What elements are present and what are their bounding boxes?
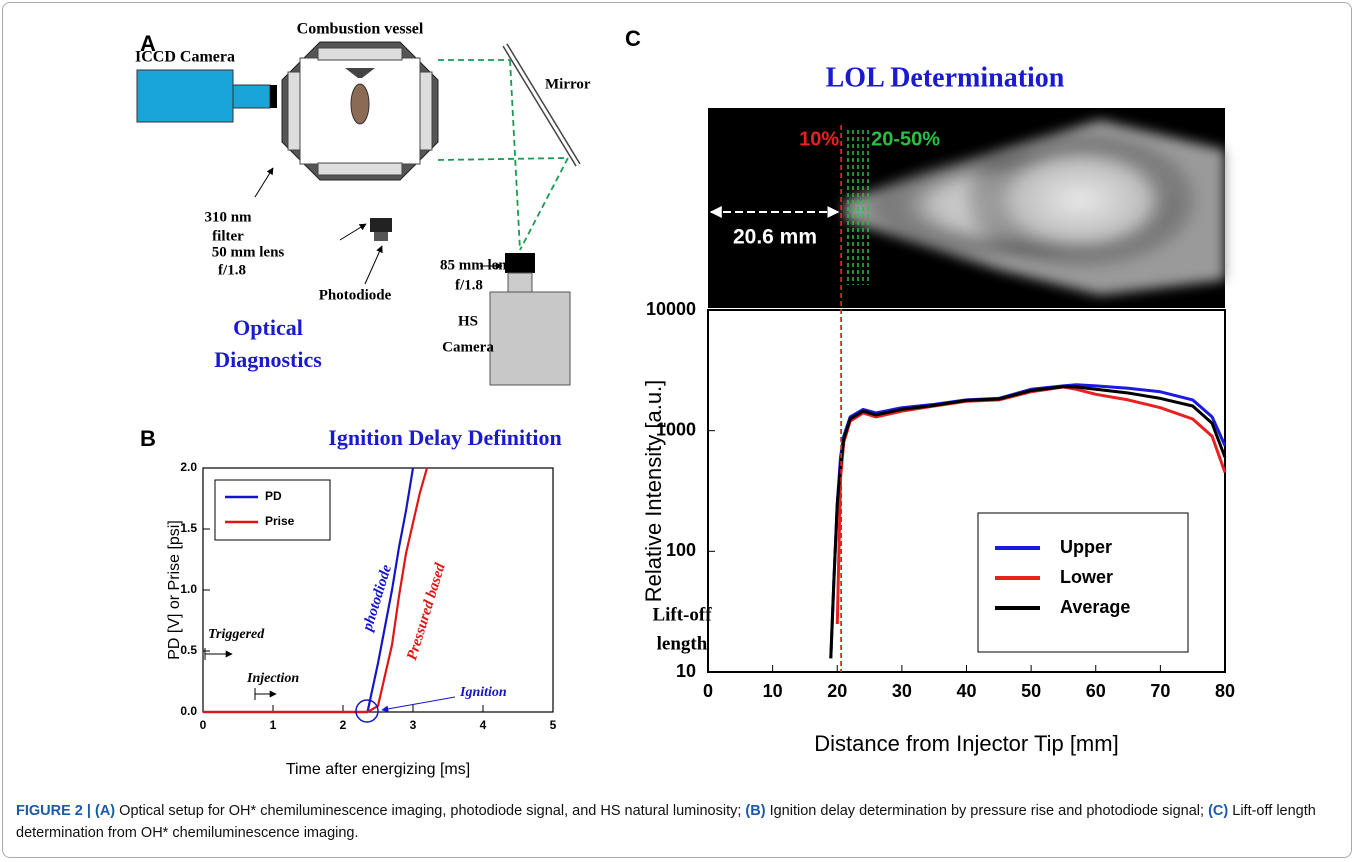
caption-text: (C)	[1208, 803, 1229, 819]
x-tick-label: 0	[200, 718, 207, 732]
caption-text: Lift-off length determination from OH* c…	[16, 803, 1316, 841]
legend-box	[214, 479, 331, 541]
panel-label: B	[140, 426, 156, 451]
arrow	[381, 696, 456, 713]
figure: A Combustion vessel ICCD Camera Mirror 3…	[135, 21, 1235, 779]
iccd-label: ICCD Camera	[135, 49, 235, 66]
hs-label: HS	[458, 313, 478, 329]
y-tick-label: 1.5	[180, 521, 197, 535]
x-tick-label: 80	[1215, 681, 1235, 701]
arrow	[339, 223, 367, 241]
chart-title: LOL Determination	[826, 62, 1065, 93]
chart-title: Ignition Delay Definition	[328, 425, 561, 450]
x-tick-label: 0	[703, 681, 713, 701]
lens-label: f/1.8	[218, 262, 246, 278]
arrow	[254, 167, 274, 198]
y-tick-label: 1.0	[180, 582, 197, 596]
y-tick-label: 100	[666, 540, 696, 560]
annotation: length	[657, 633, 708, 654]
panel-a: A Combustion vessel ICCD Camera Mirror 3…	[135, 21, 591, 386]
legend-box	[977, 512, 1189, 653]
filter-label: 310 nm	[204, 209, 252, 225]
lens-label: 50 mm lens	[212, 244, 285, 260]
x-tick-label: 3	[410, 718, 417, 732]
ignition-marker	[355, 699, 379, 723]
lens-label: 85 mm lens	[440, 257, 513, 273]
lens-50mm	[370, 218, 392, 241]
hs-label: Camera	[442, 339, 494, 355]
y-tick-label: 10	[676, 661, 696, 681]
caption-text: FIGURE 2 |	[16, 803, 95, 819]
heading: Optical	[233, 315, 303, 340]
caption-text: (A)	[95, 803, 116, 819]
annotation: Lift-off	[652, 604, 712, 625]
hs-camera	[489, 253, 571, 386]
caption-text: Optical setup for OH* chemiluminescence …	[115, 803, 746, 819]
x-axis-label: Distance from Injector Tip [mm]	[814, 731, 1118, 756]
y-tick-label: 10000	[646, 299, 696, 319]
x-tick-label: 60	[1086, 681, 1106, 701]
iccd-camera	[136, 69, 277, 123]
y-tick-label: 2.0	[180, 460, 197, 474]
panel-label: A	[140, 31, 156, 56]
legend-label: Upper	[1060, 537, 1112, 557]
legend-label: PD	[265, 489, 282, 503]
heading: Diagnostics	[214, 347, 322, 372]
x-tick-label: 40	[956, 681, 976, 701]
x-axis-label: Time after energizing [ms]	[286, 761, 470, 778]
image-label: 20.6 mm	[733, 226, 817, 249]
annotation: Ignition	[459, 685, 507, 700]
y-axis-label: PD [V] or Prise [psi]	[166, 520, 183, 660]
image-label: 20-50%	[871, 128, 940, 150]
legend-label: Prise	[265, 514, 295, 528]
filter-label: filter	[212, 228, 244, 244]
vessel	[281, 41, 439, 181]
y-tick-label: 0.0	[180, 704, 197, 718]
annotation: Injection	[246, 671, 299, 686]
caption: FIGURE 2 | (A) Optical setup for OH* che…	[16, 800, 1336, 844]
caption-text: Ignition delay determination by pressure…	[765, 803, 1209, 819]
vessel-label: Combustion vessel	[297, 21, 424, 38]
photodiode-label: Photodiode	[319, 287, 392, 303]
y-tick-label: 0.5	[180, 643, 197, 657]
x-tick-label: 1	[270, 718, 277, 732]
image-label: 10%	[799, 128, 839, 150]
series-line	[203, 467, 429, 714]
oh-image	[708, 108, 1225, 308]
lens-label: f/1.8	[455, 277, 483, 293]
legend-label: Lower	[1060, 567, 1113, 587]
y-axis-label: Relative Intensity [a.u.]	[641, 380, 666, 603]
mirror-label: Mirror	[545, 76, 591, 92]
annotation: Pressured based	[404, 561, 449, 662]
legend-label: Average	[1060, 597, 1130, 617]
x-tick-label: 30	[892, 681, 912, 701]
x-tick-label: 4	[480, 718, 487, 732]
caption-text: (B)	[745, 803, 766, 819]
x-tick-label: 5	[550, 718, 557, 732]
panel-label: C	[625, 26, 641, 51]
x-tick-label: 20	[827, 681, 847, 701]
annotation: Triggered	[208, 627, 265, 642]
optical-path	[437, 59, 569, 251]
x-tick-label: 10	[763, 681, 783, 701]
y-tick-label: 1000	[656, 419, 696, 439]
mirror-face	[503, 44, 580, 166]
x-tick-label: 70	[1150, 681, 1170, 701]
x-tick-label: 50	[1021, 681, 1041, 701]
arrow	[364, 245, 383, 285]
x-tick-label: 2	[340, 718, 347, 732]
